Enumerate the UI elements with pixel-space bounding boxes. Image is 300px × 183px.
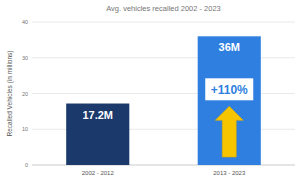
labels: 2002 - 2012 17.2M 2013 - 2023 36M — [82, 41, 246, 176]
annotation-box — [205, 78, 253, 100]
annotation-arrow — [215, 106, 243, 157]
chart-svg: Avg. vehicles recalled 2002 - 2023 Recall… — [0, 0, 300, 183]
x-tick-label: 2013 - 2023 — [213, 170, 246, 176]
y-tick-label: 30 — [22, 55, 28, 61]
title: Avg. vehicles recalled 2002 - 2023 — [106, 4, 221, 13]
y-tick-label: 20 — [22, 91, 28, 97]
data-label: 17.2M — [82, 109, 113, 121]
y-tick-label: 40 — [22, 19, 28, 25]
chart-container: Avg. vehicles recalled 2002 - 2023 Recall… — [0, 0, 300, 183]
bar — [66, 104, 129, 165]
grid-line — [32, 22, 295, 23]
annotation-group: +110% — [205, 78, 253, 157]
x-tick-label: 2002 - 2012 — [82, 170, 115, 176]
bar — [198, 36, 261, 165]
y-tick-label: 10 — [22, 126, 28, 132]
data-label: 36M — [219, 41, 240, 53]
annotation: +110% — [211, 83, 248, 97]
bars — [66, 36, 261, 165]
y-axis-label: Recalled Vehicles (in millions) — [6, 51, 14, 137]
y-tick-label: 0 — [25, 162, 28, 168]
